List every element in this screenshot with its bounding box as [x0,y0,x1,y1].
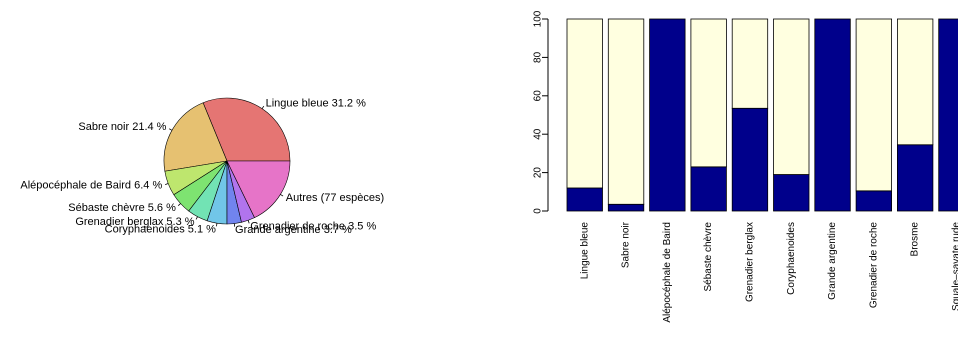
bar-segment [608,19,644,204]
bar-segment [691,19,727,167]
pie-slice-label: Autres (77 espèces) [286,192,384,204]
x-category-label: Lingue bleue [579,222,590,280]
bar-segment [774,175,810,211]
bar-segment [567,19,603,188]
pie-slices [164,98,290,224]
x-category-label: Brosme [910,222,921,257]
pie-leader-line [280,194,283,196]
y-tick-label: 80 [533,51,544,63]
y-tick-label: 20 [533,167,544,179]
y-tick-label: 60 [533,90,544,102]
pie-slice-label: Alépocéphale de Baird 6.4 % [20,180,162,192]
bar-segment [815,19,851,211]
pie-leader-line [178,204,180,206]
pie-slice-label: Sabre noir 21.4 % [78,121,166,133]
pie-chart: Lingue bleue 31.2 % Sabre noir 21.4 % Alép… [20,97,384,235]
bar-segment [567,188,603,211]
pie-leader-line [165,183,168,184]
x-category-label: Coryphaenoides [786,222,797,295]
pie-slice-label: Lingue bleue 31.2 % [266,97,367,109]
x-category-label: Alépocéphale de Baird [662,222,673,323]
bar-segment [856,19,892,191]
bar-segment [774,19,810,175]
bar-segment [897,19,933,145]
bar-segment [732,108,768,211]
y-tick-label: 100 [533,10,544,27]
x-category-label: Grande argentine [827,222,838,300]
bar-segment [732,19,768,108]
stacked-bar-chart: 0 20 40 60 80 100 Lingue bleue Sabre noir Alépo… [533,10,958,322]
pie-slice-label: Coryphaenoides 5.1 % [105,223,217,235]
bar-segment [608,204,644,211]
pie-leader-line [216,223,217,226]
pie-slice-label: Grenadier de roche 3.5 % [250,220,376,232]
pie-slice-label: Sébaste chèvre 5.6 % [68,202,176,214]
pie-leader-line [262,106,264,109]
y-tick-label: 0 [533,208,544,214]
bar-segment [939,19,958,211]
x-category-label: Grenadier berglax [744,222,755,302]
bar-segment [691,167,727,211]
pie-leader-line [196,217,197,220]
y-axis: 0 20 40 60 80 100 [533,10,549,214]
x-axis-labels: Lingue bleue Sabre noir Alépocéphale de Ba… [579,221,958,322]
bar-segment [897,145,933,211]
x-category-label: Sabre noir [621,221,632,268]
bars [567,19,958,211]
y-tick-label: 40 [533,128,544,140]
x-category-label: Grenadier de roche [868,222,879,309]
pie-leader-line [169,129,172,131]
x-category-label: Sébaste chèvre [703,222,714,292]
bar-segment [856,191,892,211]
bar-segment [650,19,686,211]
x-category-label: Squale–savate rude [951,222,958,311]
